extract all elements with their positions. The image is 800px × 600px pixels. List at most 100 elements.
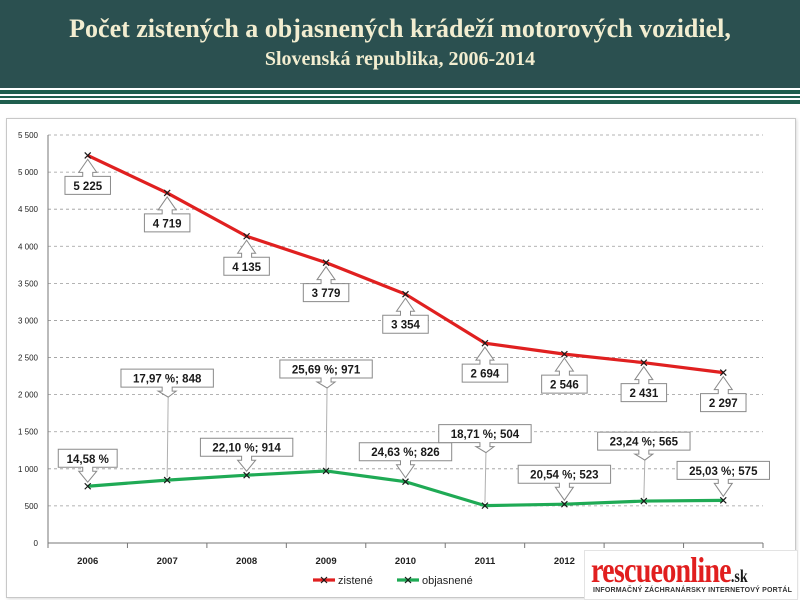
marker-stroke — [163, 476, 171, 484]
data-label-zistene: 2 546 — [541, 357, 588, 394]
label-text: 3 779 — [312, 288, 341, 300]
marker-stroke — [640, 359, 648, 367]
y-tick-label: 5 500 — [18, 131, 39, 140]
logo-name: rescueonline — [591, 550, 732, 590]
data-label-zistene: 4 135 — [223, 239, 270, 276]
point-objasnene — [481, 502, 489, 510]
point-zistene — [560, 350, 568, 358]
point-zistene — [84, 151, 92, 159]
y-tick-label: 0 — [34, 539, 39, 548]
marker-stroke — [560, 350, 568, 358]
label-leader — [643, 460, 646, 499]
y-tick-label: 3 000 — [18, 316, 39, 325]
point-zistene — [163, 189, 171, 197]
label-text: 14,58 % — [67, 454, 109, 466]
label-text: 18,71 %; 504 — [451, 429, 520, 441]
x-tick-label: 2007 — [157, 556, 178, 567]
divider-stripe — [0, 100, 800, 104]
logo-wordmark: rescueonline.sk — [591, 549, 748, 591]
rescueonline-logo: rescueonline.sk INFORMAČNÝ ZÁCHRANÁRSKY … — [584, 550, 798, 600]
point-zistene — [481, 339, 489, 347]
y-tick-label: 3 500 — [18, 279, 39, 288]
label-text: 2 694 — [471, 369, 500, 381]
label-box — [676, 460, 770, 498]
label-text: 17,97 %; 848 — [133, 374, 202, 386]
point-objasnene — [719, 496, 727, 504]
x-tick-label: 2008 — [236, 556, 257, 567]
point-zistene — [322, 259, 330, 267]
legend-marker — [404, 576, 412, 584]
marker-stroke — [163, 189, 171, 197]
y-tick-label: 2 500 — [18, 354, 39, 363]
label-box — [279, 359, 373, 389]
marker-stroke — [322, 259, 330, 267]
point-objasnene — [322, 467, 330, 475]
data-label-zistene: 4 719 — [143, 196, 191, 233]
label-text: 20,54 %; 523 — [530, 470, 598, 482]
label-box — [438, 424, 532, 454]
legend-label: zistené — [338, 575, 373, 587]
label-text: 22,10 %; 914 — [212, 443, 281, 455]
y-tick-label: 5 000 — [18, 168, 39, 177]
marker-stroke — [719, 496, 727, 504]
legend-marker — [320, 576, 328, 584]
data-label-objasnene: 22,10 %; 914 — [199, 437, 294, 472]
series — [84, 151, 727, 510]
data-label-objasnene: 14,58 % — [57, 448, 118, 484]
label-box — [64, 158, 111, 195]
data-labels: 5 225 4 719 4 135 3 779 3 354 2 694 2 546 2 431… — [57, 158, 770, 503]
marker-stroke — [402, 478, 409, 486]
data-label-objasnene: 17,97 %; 848 — [120, 368, 214, 478]
label-text: 25,69 %; 971 — [292, 364, 361, 376]
label-leader — [166, 397, 169, 478]
label-box — [541, 357, 588, 394]
marker-stroke — [719, 369, 727, 377]
data-label-objasnene: 23,24 %; 565 — [597, 431, 691, 499]
x-tick-label: 2006 — [77, 556, 98, 567]
y-tick-label: 1 000 — [18, 465, 39, 474]
marker-stroke — [84, 151, 92, 159]
label-text: 4 719 — [153, 218, 182, 230]
label-text: 5 225 — [73, 181, 102, 193]
label-text: 2 431 — [629, 388, 658, 400]
y-tick-label: 4 000 — [18, 242, 39, 251]
logo-tagline: INFORMAČNÝ ZÁCHRANÁRSKY INTERNETOVÝ PORT… — [593, 587, 793, 594]
label-text: 23,24 %; 565 — [610, 437, 679, 449]
point-zistene — [640, 359, 648, 367]
header-banner: Počet zistených a objasnených krádeží mo… — [0, 0, 800, 88]
y-tick-label: 4 500 — [18, 205, 39, 214]
point-objasnene — [402, 478, 409, 486]
data-label-objasnene: 20,54 %; 523 — [517, 464, 612, 502]
series-line-zistene — [87, 153, 724, 375]
label-box — [358, 442, 453, 479]
data-label-objasnene: 25,03 %; 575 — [676, 460, 770, 498]
label-text: 2 297 — [709, 398, 738, 410]
label-box — [461, 346, 509, 383]
y-tick-label: 500 — [25, 502, 39, 511]
label-box — [199, 437, 294, 472]
label-text: 2 546 — [550, 380, 579, 392]
data-label-objasnene: 25,69 %; 971 — [279, 359, 373, 468]
point-objasnene — [163, 476, 171, 484]
label-text: 3 354 — [391, 320, 420, 332]
point-objasnene — [243, 471, 251, 479]
y-tick-label: 2 000 — [18, 391, 39, 400]
axes: 0 500 1 000 1 500 2 000 2 500 3 000 3 500 4 000 4… — [18, 131, 764, 567]
legend-item-objasnene: objasnené — [397, 575, 473, 587]
label-box — [517, 464, 612, 502]
data-label-zistene: 2 297 — [700, 375, 747, 413]
marker-stroke — [322, 467, 330, 475]
label-box — [382, 297, 429, 334]
chart-subtitle: Slovenská republika, 2006-2014 — [264, 48, 536, 70]
marker-stroke — [560, 500, 568, 508]
x-tick-label: 2011 — [475, 556, 496, 567]
x-tick-label: 2010 — [395, 556, 416, 567]
chart-title: Počet zistených a objasnených krádeží mo… — [69, 14, 731, 43]
data-label-zistene: 3 354 — [382, 297, 429, 334]
x-tick-label: 2012 — [554, 556, 575, 567]
chart-panel — [6, 118, 796, 598]
marker-stroke — [481, 502, 489, 510]
point-zistene — [402, 290, 409, 298]
data-label-zistene: 2 694 — [461, 346, 509, 383]
